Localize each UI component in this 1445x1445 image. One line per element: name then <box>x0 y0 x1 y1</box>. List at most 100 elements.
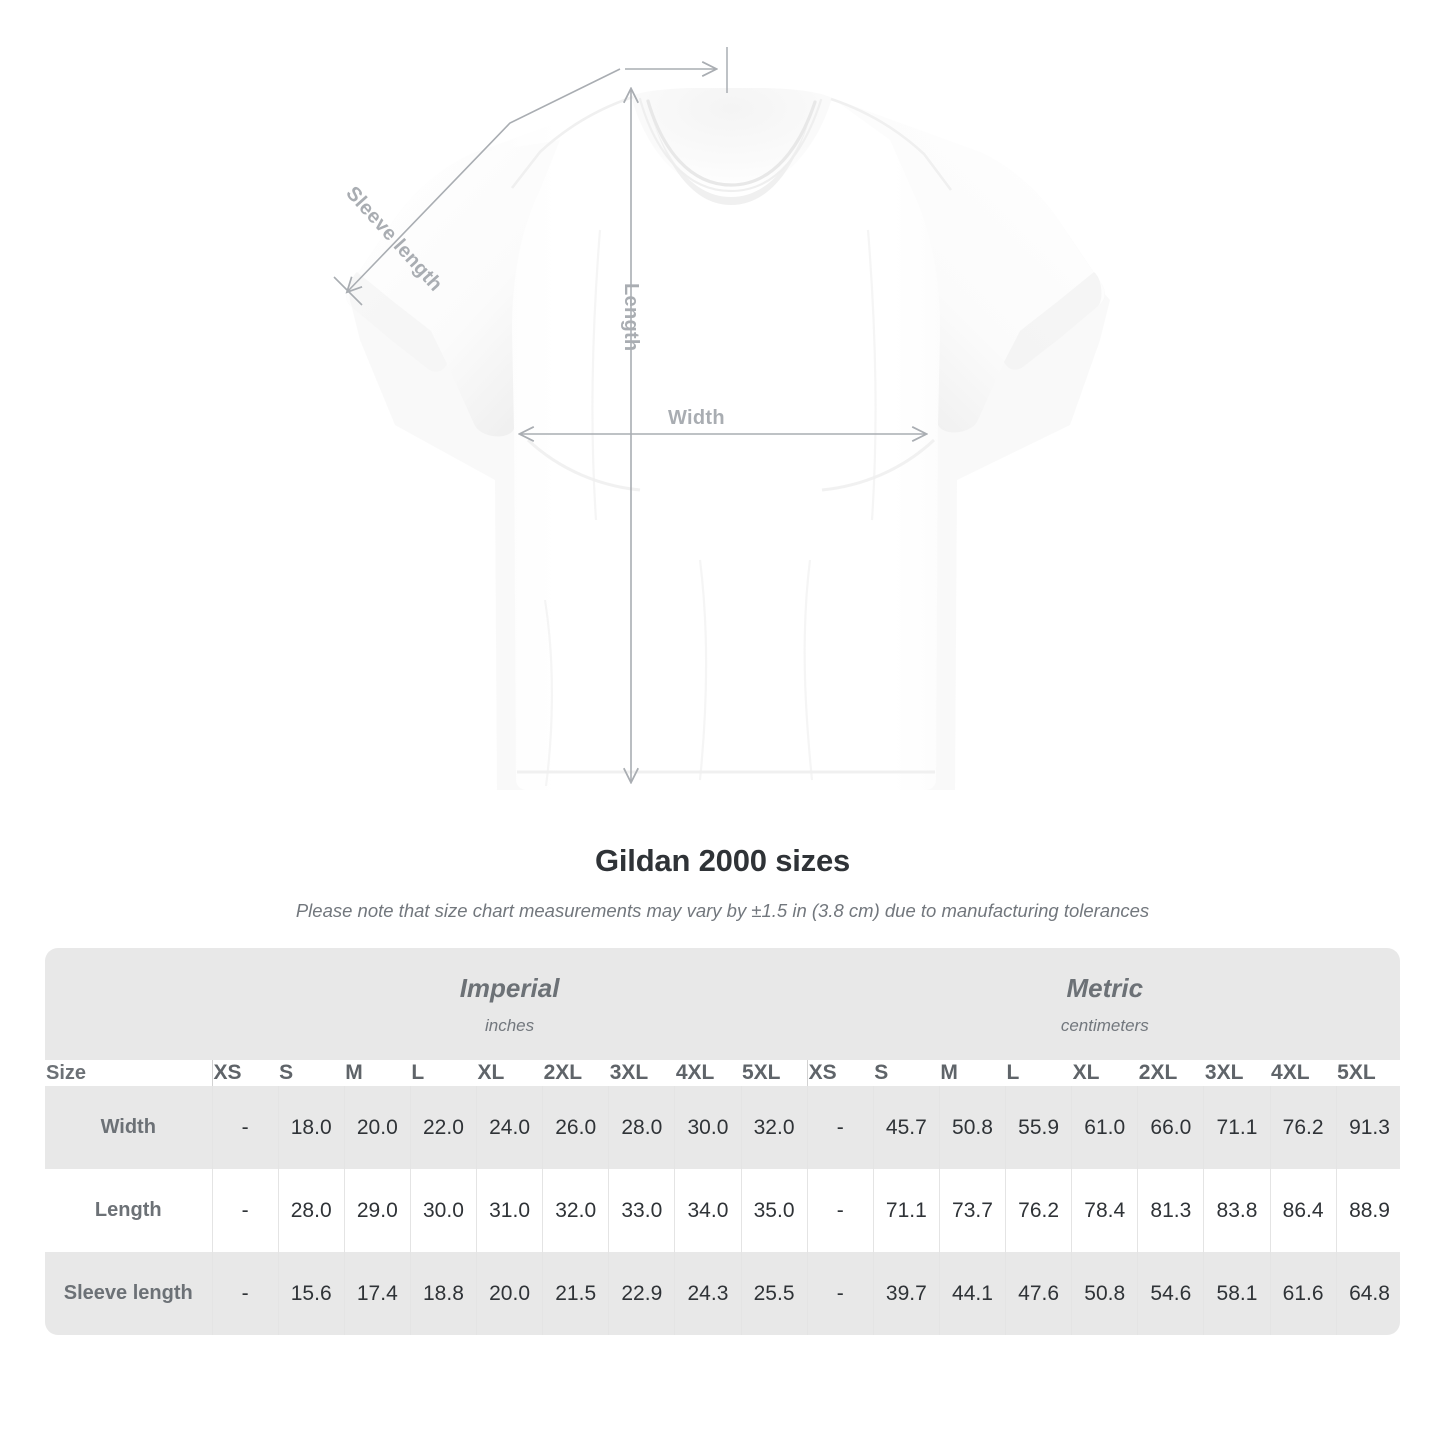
measurement-cell: 76.2 <box>1269 1086 1337 1169</box>
size-column-header-l-metric: L <box>1006 1061 1020 1084</box>
measurement-cell: 44.1 <box>938 1252 1006 1335</box>
unit-system-name: Imperial <box>459 972 560 1003</box>
measurement-label: Length <box>45 1169 212 1252</box>
measurement-label: Sleeve length <box>45 1252 212 1335</box>
measurement-cell: 28.0 <box>608 1086 675 1169</box>
measurement-cell: 91.3 <box>1335 1086 1400 1169</box>
chart-header: Gildan 2000 sizes Please note that size … <box>0 842 1445 923</box>
size-column-header-2xl-metric: 2XL <box>1138 1061 1178 1084</box>
size-column-header-xs-metric: XS <box>806 1060 874 1086</box>
measurement-cell: 81.3 <box>1137 1169 1204 1252</box>
width-label: Width <box>668 407 725 429</box>
size-column-header-3xl-metric: 3XL <box>1204 1061 1244 1084</box>
measurement-cell: 22.9 <box>608 1252 675 1335</box>
table-head: Imperial inches Metric centimeters Size XS S M… <box>45 948 1400 1086</box>
size-column-header-xs-imperial: XS <box>211 1060 279 1086</box>
measurement-cell: - <box>806 1252 874 1335</box>
size-column-header-s-metric: S <box>874 1061 889 1084</box>
measurement-cell: 34.0 <box>674 1169 741 1252</box>
measurement-cell: 66.0 <box>1137 1086 1204 1169</box>
measurement-cell: 88.9 <box>1335 1169 1400 1252</box>
measurement-cell: 78.4 <box>1071 1169 1138 1252</box>
measurement-cell: 31.0 <box>475 1169 543 1252</box>
measurement-cell: 61.0 <box>1071 1086 1138 1169</box>
measurement-cell: 58.1 <box>1203 1252 1271 1335</box>
measurement-cell: 55.9 <box>1005 1086 1072 1169</box>
measurement-cell: 83.8 <box>1203 1169 1271 1252</box>
measurement-label: Width <box>45 1086 212 1169</box>
tshirt-diagram: Sleeve length Length Width <box>333 47 1105 790</box>
table-row: Length -28.0 29.0 30.0 31.0 32.0 33.0 34.0 35.0-… <box>45 1169 1400 1252</box>
table-body: Width -18.0 20.0 22.0 24.0 26.0 28.0 30.0 32.0-4… <box>45 1086 1400 1335</box>
measurement-cell: - <box>806 1086 874 1169</box>
unit-system-cell-imperial: Imperial inches <box>212 948 808 1060</box>
measurement-cell: - <box>211 1086 279 1169</box>
measurement-cell: 54.6 <box>1137 1252 1204 1335</box>
table-header-row: Size XS S M L XL 2XL 3XL 4XL 5XL XS S M L XL 2XL 3XL 4XL 5… <box>45 1060 1400 1086</box>
measurement-cell: 15.6 <box>277 1252 345 1335</box>
measurement-cell: 76.2 <box>1005 1169 1072 1252</box>
unit-band-spacer <box>45 948 212 1060</box>
unit-system-name: Metric <box>1066 972 1144 1003</box>
measurement-cell: 39.7 <box>872 1252 940 1335</box>
measurement-cell: 50.8 <box>1071 1252 1138 1335</box>
size-column-header-xl-imperial: XL <box>477 1061 505 1084</box>
measurement-cell: 86.4 <box>1269 1169 1337 1252</box>
measurement-cell: 32.0 <box>542 1169 609 1252</box>
size-chart-table-container: Imperial inches Metric centimeters Size XS S M… <box>45 948 1400 1335</box>
measurement-cell: - <box>211 1252 279 1335</box>
measurement-cell: 50.8 <box>938 1086 1006 1169</box>
measurement-cell: 64.8 <box>1335 1252 1400 1335</box>
measurement-cell: 35.0 <box>740 1169 808 1252</box>
size-column-header-l-imperial: L <box>411 1061 425 1084</box>
measurement-cell: 33.0 <box>608 1169 675 1252</box>
measurement-cell: 71.1 <box>1203 1086 1271 1169</box>
measurement-cell: 73.7 <box>938 1169 1006 1252</box>
size-column-header-4xl-imperial: 4XL <box>675 1061 715 1084</box>
measurement-cell: - <box>211 1169 279 1252</box>
unit-name: centimeters <box>1060 1015 1149 1035</box>
size-column-header-m-metric: M <box>940 1061 958 1084</box>
measurement-cell: 20.0 <box>343 1086 411 1169</box>
table-row: Width -18.0 20.0 22.0 24.0 26.0 28.0 30.0 32.0-4… <box>45 1086 1400 1169</box>
measurement-cell: - <box>806 1169 874 1252</box>
size-column-header-2xl-imperial: 2XL <box>543 1061 583 1084</box>
measurement-cell: 18.8 <box>409 1252 477 1335</box>
size-column-header-s-imperial: S <box>279 1061 294 1084</box>
size-column-header-5xl-metric: 5XL <box>1337 1061 1376 1084</box>
measurement-cell: 30.0 <box>674 1086 741 1169</box>
measurement-cell: 32.0 <box>740 1086 808 1169</box>
length-label: Length <box>620 283 642 352</box>
measurement-cell: 21.5 <box>542 1252 609 1335</box>
measurement-cell: 47.6 <box>1005 1252 1072 1335</box>
measurement-cell: 24.0 <box>475 1086 543 1169</box>
measurement-cell: 30.0 <box>409 1169 477 1252</box>
measurement-cell: 17.4 <box>343 1252 411 1335</box>
size-column-header-3xl-imperial: 3XL <box>609 1061 649 1084</box>
sleeve-length-end-tick <box>333 276 363 306</box>
size-column-header-4xl-metric: 4XL <box>1271 1061 1310 1084</box>
size-chart-table: Imperial inches Metric centimeters Size XS S M… <box>45 948 1400 1335</box>
measurement-cell: 71.1 <box>872 1169 940 1252</box>
table-row: Sleeve length -15.6 17.4 18.8 20.0 21.5 22.9 24… <box>45 1252 1400 1335</box>
measurement-cell: 22.0 <box>409 1086 477 1169</box>
unit-system-cell-metric: Metric centimeters <box>807 948 1400 1060</box>
tolerance-note: Please note that size chart measurements… <box>295 900 1150 922</box>
measurement-cell: 45.7 <box>872 1086 940 1169</box>
unit-system-band: Imperial inches Metric centimeters <box>45 948 1400 1060</box>
size-column-header-m-imperial: M <box>345 1061 363 1084</box>
unit-name: inches <box>485 1015 535 1035</box>
measurement-cell: 29.0 <box>343 1169 411 1252</box>
size-column-header-xl-metric: XL <box>1072 1061 1100 1084</box>
page-title: Gildan 2000 sizes <box>594 843 851 878</box>
size-column-header-5xl-imperial: 5XL <box>742 1061 781 1084</box>
measurement-cell: 24.3 <box>674 1252 741 1335</box>
measurement-cell: 28.0 <box>277 1169 345 1252</box>
measurement-cell: 20.0 <box>475 1252 543 1335</box>
tshirt-illustration <box>333 47 1105 790</box>
sleeve-length-dimension-arrow <box>348 68 621 291</box>
measurement-cell: 18.0 <box>277 1086 345 1169</box>
measurement-cell: 26.0 <box>542 1086 609 1169</box>
table-corner-size-label: Size <box>46 1061 87 1084</box>
measurement-cell: 25.5 <box>740 1252 808 1335</box>
